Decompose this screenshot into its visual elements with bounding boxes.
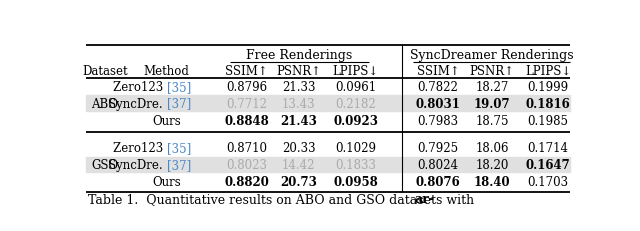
Text: 0.8848: 0.8848	[224, 114, 269, 127]
Text: [37]: [37]	[167, 97, 191, 110]
Text: 0.1999: 0.1999	[527, 80, 569, 93]
Text: 0.7983: 0.7983	[417, 114, 459, 127]
Text: 18.06: 18.06	[476, 142, 509, 155]
Text: 0.8796: 0.8796	[226, 80, 267, 93]
Text: Zero123 [35]: Zero123 [35]	[127, 80, 206, 93]
Text: 18.75: 18.75	[476, 114, 509, 127]
Bar	[86, 96, 570, 111]
Text: LPIPS↓: LPIPS↓	[525, 65, 572, 78]
Text: [37]: [37]	[167, 158, 191, 171]
Text: 18.20: 18.20	[476, 158, 509, 171]
Text: ABO: ABO	[92, 97, 118, 110]
Text: [35]: [35]	[167, 80, 191, 93]
Text: Zero123: Zero123	[113, 80, 167, 93]
Text: SyncDre. [37]: SyncDre. [37]	[125, 158, 208, 171]
Text: SyncDreamer Renderings: SyncDreamer Renderings	[410, 49, 573, 62]
Text: Table 1.  Quantitative results on ABO and GSO datasets with: Table 1. Quantitative results on ABO and…	[88, 192, 478, 205]
Text: SyncDre. [37]: SyncDre. [37]	[125, 97, 208, 110]
Text: 0.1029: 0.1029	[335, 142, 376, 155]
Text: 0.2182: 0.2182	[335, 97, 376, 110]
Text: 21.33: 21.33	[282, 80, 316, 93]
Text: 21.43: 21.43	[280, 114, 317, 127]
Text: ar-: ar-	[415, 192, 435, 205]
Text: 14.42: 14.42	[282, 158, 316, 171]
Text: Ours: Ours	[152, 114, 181, 127]
Text: 0.1703: 0.1703	[527, 175, 569, 188]
Text: 0.7822: 0.7822	[418, 80, 458, 93]
Text: 0.8023: 0.8023	[226, 158, 267, 171]
Text: Method: Method	[144, 65, 189, 78]
Text: 0.8076: 0.8076	[415, 175, 460, 188]
Text: PSNR↑: PSNR↑	[470, 65, 515, 78]
Text: 0.0958: 0.0958	[333, 175, 378, 188]
Text: Zero123 [35]: Zero123 [35]	[127, 142, 206, 155]
Text: 0.8710: 0.8710	[226, 142, 267, 155]
Text: 0.0961: 0.0961	[335, 80, 376, 93]
Text: 0.0923: 0.0923	[333, 114, 378, 127]
Text: 0.7925: 0.7925	[417, 142, 459, 155]
Text: 18.40: 18.40	[474, 175, 511, 188]
Text: 20.73: 20.73	[280, 175, 317, 188]
Text: GSO: GSO	[92, 158, 118, 171]
Text: Free Renderings: Free Renderings	[246, 49, 353, 62]
Text: 0.8820: 0.8820	[224, 175, 269, 188]
Text: 0.8031: 0.8031	[415, 97, 461, 110]
Text: 0.1985: 0.1985	[527, 114, 568, 127]
Text: 18.27: 18.27	[476, 80, 509, 93]
Text: SSIM↑: SSIM↑	[417, 65, 460, 78]
Text: SyncDre.: SyncDre.	[108, 97, 167, 110]
Text: 19.07: 19.07	[474, 97, 511, 110]
Text: LPIPS↓: LPIPS↓	[333, 65, 379, 78]
Text: Ours: Ours	[152, 175, 181, 188]
Text: 0.7712: 0.7712	[226, 97, 267, 110]
Text: 0.1833: 0.1833	[335, 158, 376, 171]
Text: 0.1714: 0.1714	[527, 142, 568, 155]
Text: 13.43: 13.43	[282, 97, 316, 110]
Text: SSIM↑: SSIM↑	[225, 65, 268, 78]
Text: SyncDre.: SyncDre.	[108, 158, 167, 171]
Bar	[86, 157, 570, 173]
Text: [35]: [35]	[167, 142, 191, 155]
Text: 0.8024: 0.8024	[417, 158, 458, 171]
Text: 0.1816: 0.1816	[525, 97, 570, 110]
Text: Dataset: Dataset	[82, 65, 127, 78]
Text: 20.33: 20.33	[282, 142, 316, 155]
Text: 0.1647: 0.1647	[525, 158, 570, 171]
Text: PSNR↑: PSNR↑	[276, 65, 321, 78]
Text: Zero123: Zero123	[113, 142, 167, 155]
